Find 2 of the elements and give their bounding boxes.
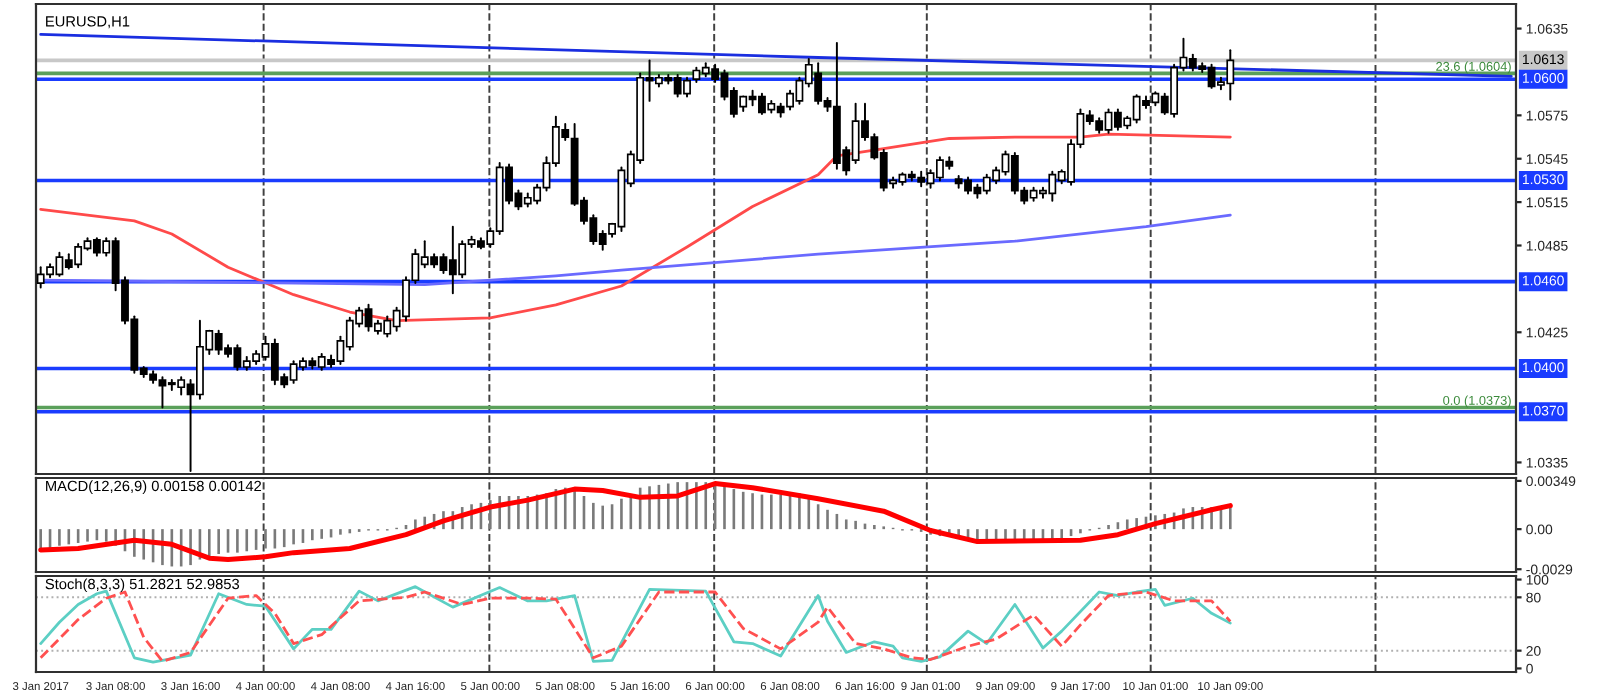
- line-series: [38, 481, 1233, 563]
- line-series: [39, 213, 1232, 286]
